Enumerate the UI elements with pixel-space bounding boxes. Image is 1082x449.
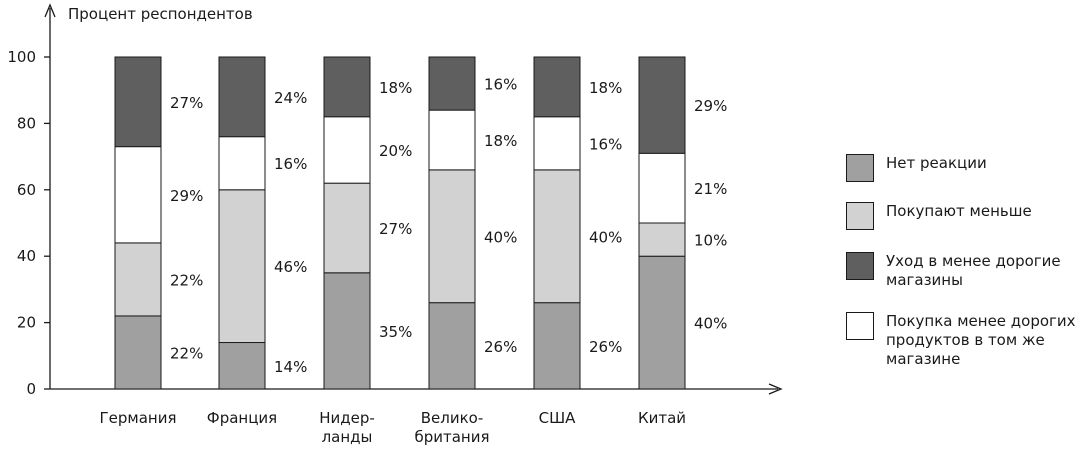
legend-item-cheaper-products: Покупка менее дорогих продуктов в том же…: [846, 312, 1078, 369]
bar-segment: [638, 222, 686, 257]
bar-segment: [428, 169, 476, 304]
legend-swatch: [846, 202, 874, 230]
x-tick-label: Нидер-: [319, 409, 375, 427]
data-label: 27%: [170, 94, 203, 112]
legend-swatch: [846, 154, 874, 182]
legend-label: Покупают меньше: [886, 202, 1032, 220]
bar-segment: [533, 56, 581, 118]
y-tick-label: 100: [7, 48, 36, 66]
data-label: 21%: [694, 180, 727, 198]
bar-segment: [638, 56, 686, 154]
data-label: 20%: [379, 142, 412, 160]
legend-swatch: [846, 252, 874, 280]
x-tick-label: Германия: [100, 409, 177, 427]
data-label: 22%: [170, 271, 203, 289]
bar-segment: [533, 302, 581, 390]
y-tick-label: 60: [17, 181, 36, 199]
bar-segment: [323, 182, 371, 274]
bar-segment: [218, 342, 266, 390]
x-tick-label: Китай: [638, 409, 686, 427]
bar-segment: [114, 242, 162, 317]
x-tick-label: США: [539, 409, 577, 427]
y-tick-label: 0: [26, 380, 36, 398]
data-label: 40%: [589, 228, 622, 246]
legend-swatch: [846, 312, 874, 340]
legend-item-buy-less: Покупают меньше: [846, 202, 1078, 230]
bar-segment: [533, 116, 581, 171]
data-label: 40%: [694, 315, 727, 333]
data-label: 18%: [589, 79, 622, 97]
x-tick-label: ланды: [322, 428, 373, 446]
x-tick-label: Франция: [207, 409, 277, 427]
y-axis-arrow: [44, 3, 56, 18]
bar-segment: [114, 146, 162, 244]
legend-label: Нет реакции: [886, 154, 987, 172]
y-tick-label: 80: [17, 114, 36, 132]
bar-segment: [218, 56, 266, 138]
bar-segment: [638, 255, 686, 390]
bar-segment: [114, 315, 162, 390]
data-label: 24%: [274, 89, 307, 107]
bar-segment: [638, 152, 686, 224]
data-label: 29%: [170, 187, 203, 205]
data-label: 18%: [484, 132, 517, 150]
data-label: 16%: [274, 155, 307, 173]
data-label: 40%: [484, 228, 517, 246]
bar-segment: [218, 136, 266, 191]
data-label: 14%: [274, 358, 307, 376]
bar-segment: [323, 56, 371, 118]
bar-segment: [428, 302, 476, 390]
bar-segment: [323, 116, 371, 184]
legend-label: Покупка менее дорогих продуктов в том же…: [886, 312, 1076, 368]
legend-label: Уход в менее дорогие магазины: [886, 252, 1061, 289]
x-tick-label: британия: [414, 428, 489, 446]
data-label: 18%: [379, 79, 412, 97]
data-label: 16%: [484, 76, 517, 94]
data-label: 35%: [379, 323, 412, 341]
y-tick-label: 20: [17, 314, 36, 332]
data-label: 29%: [694, 97, 727, 115]
bar-segment: [323, 272, 371, 390]
legend-item-no-reaction: Нет реакции: [846, 154, 1078, 182]
data-label: 26%: [484, 338, 517, 356]
data-label: 27%: [379, 220, 412, 238]
data-label: 22%: [170, 344, 203, 362]
x-tick-label: Велико-: [421, 409, 484, 427]
bar-segment: [428, 109, 476, 171]
bar-segment: [114, 56, 162, 148]
legend-item-cheaper-stores: Уход в менее дорогие магазины: [846, 252, 1078, 290]
data-label: 26%: [589, 338, 622, 356]
x-axis-arrow: [768, 383, 783, 395]
bar-segment: [533, 169, 581, 304]
data-label: 10%: [694, 232, 727, 250]
data-label: 16%: [589, 135, 622, 153]
bar-segment: [218, 189, 266, 344]
y-tick-label: 40: [17, 247, 36, 265]
bar-segment: [428, 56, 476, 111]
y-axis-title: Процент респондентов: [68, 5, 253, 23]
data-label: 46%: [274, 258, 307, 276]
